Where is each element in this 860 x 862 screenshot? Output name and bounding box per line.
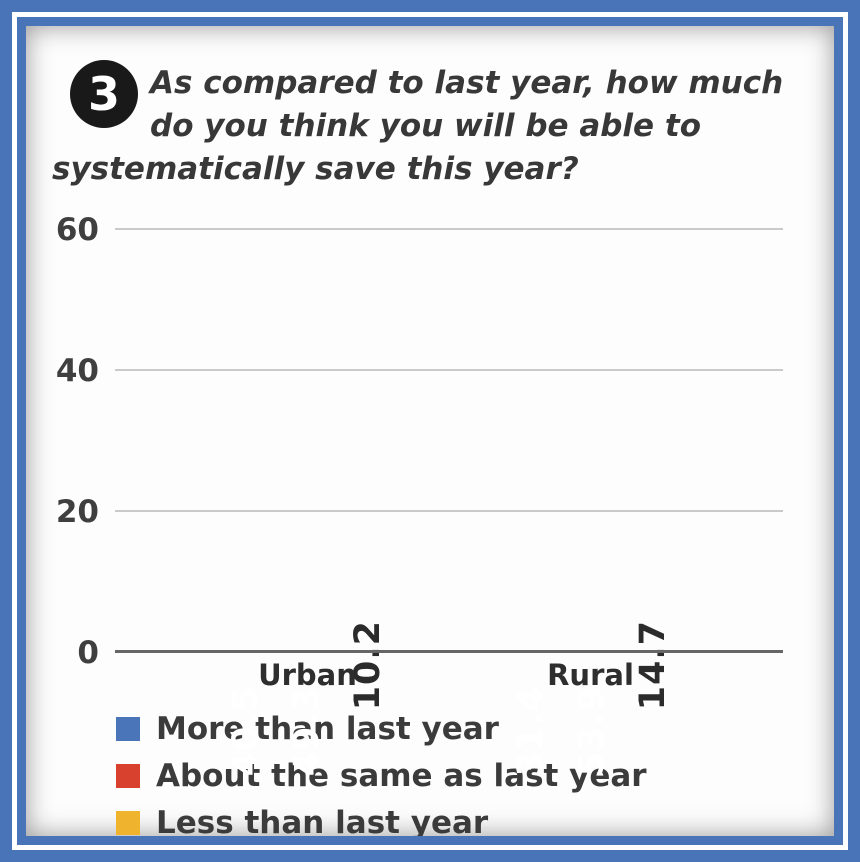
legend-swatch-icon: [116, 811, 140, 835]
plot-area: 40.5 49.3 10.2 31.4 53.9 14.7 Urban Rural 0 20 4…: [56, 212, 783, 776]
legend-swatch-icon: [116, 764, 140, 788]
legend-swatch-icon: [116, 717, 140, 741]
legend-label: About the same as last year: [156, 758, 647, 794]
legend-label: Less than last year: [156, 805, 489, 836]
bar-chart: 40.5 49.3 10.2 31.4 53.9 14.7 Urban Rural 0 20 4…: [26, 212, 834, 776]
bar-value-label: 53.9: [571, 686, 612, 777]
chart-title-line-1: As compared to last year, how much: [150, 65, 784, 101]
y-tick-label-60: 60: [55, 212, 99, 248]
bar-value-label: 40.5: [225, 686, 266, 777]
x-axis-line: [115, 650, 783, 653]
chart-title-line-2: do you think you will be able to: [150, 108, 701, 144]
gridline-60: [115, 228, 783, 230]
bar-value-label: 31.4: [510, 686, 551, 777]
x-axis-label-urban: Urban: [258, 658, 357, 692]
legend: More than last year About the same as las…: [116, 711, 834, 836]
chart-card: 3 As compared to last year, how much do …: [26, 26, 834, 836]
y-tick-label-20: 20: [55, 494, 99, 531]
y-tick-label-40: 40: [55, 353, 99, 390]
gridline-40: [115, 369, 783, 372]
chart-title-line-3: systematically save this year?: [52, 151, 579, 187]
chart-header: 3 As compared to last year, how much do …: [26, 26, 834, 191]
y-tick-label-0: 0: [77, 635, 99, 671]
x-axis-labels: Urban Rural: [115, 658, 783, 692]
gridline-20: [115, 510, 783, 513]
question-number-badge: 3: [70, 60, 138, 128]
legend-row: More than last year: [116, 711, 834, 747]
bars-layer: 40.5 49.3 10.2 31.4 53.9 14.7: [115, 229, 783, 776]
bar-value-label: 49.3: [286, 686, 327, 777]
frame-pinstripe: 3 As compared to last year, how much do …: [12, 12, 848, 850]
x-axis-label-rural: Rural: [547, 658, 634, 692]
legend-row: About the same as last year: [116, 758, 834, 794]
legend-row: Less than last year: [116, 805, 834, 836]
legend-label: More than last year: [156, 711, 499, 747]
